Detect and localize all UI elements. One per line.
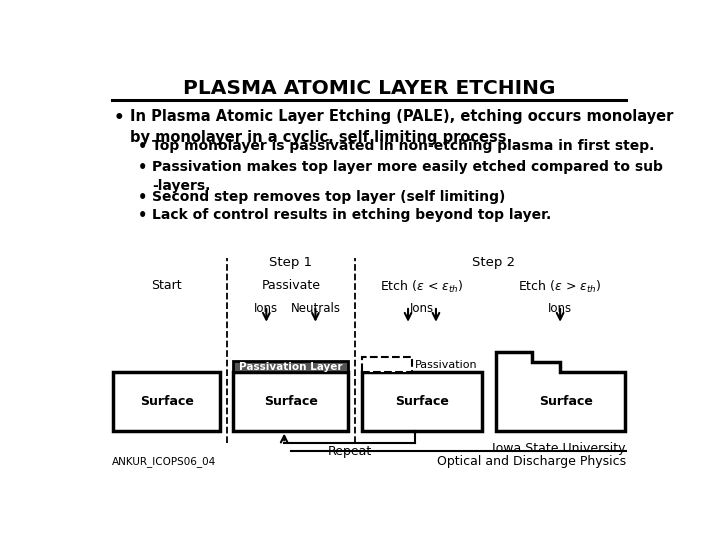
Text: •: • xyxy=(114,109,124,127)
Text: Repeat: Repeat xyxy=(328,446,372,458)
Text: Etch ($\varepsilon$ > $\varepsilon_{th}$): Etch ($\varepsilon$ > $\varepsilon_{th}$… xyxy=(518,279,602,295)
Bar xyxy=(361,357,413,373)
Text: Surface: Surface xyxy=(264,395,318,408)
Bar xyxy=(233,361,348,373)
Text: Second step removes top layer (self limiting): Second step removes top layer (self limi… xyxy=(153,190,506,204)
Text: Neutrals: Neutrals xyxy=(290,302,341,315)
Text: Start: Start xyxy=(151,279,182,292)
Text: Step 1: Step 1 xyxy=(269,256,312,269)
Text: •: • xyxy=(138,139,147,154)
Text: •: • xyxy=(138,160,147,174)
Text: Lack of control results in etching beyond top layer.: Lack of control results in etching beyon… xyxy=(153,208,552,222)
Polygon shape xyxy=(495,352,624,431)
Text: Passivation makes top layer more easily etched compared to sub
-layers.: Passivation makes top layer more easily … xyxy=(153,160,663,193)
Text: Ions: Ions xyxy=(548,302,572,315)
Text: ANKUR_ICOPS06_04: ANKUR_ICOPS06_04 xyxy=(112,456,217,467)
Text: Etch ($\varepsilon$ < $\varepsilon_{th}$): Etch ($\varepsilon$ < $\varepsilon_{th}$… xyxy=(380,279,464,295)
Text: Top monolayer is passivated in non-etching plasma in first step.: Top monolayer is passivated in non-etchi… xyxy=(153,139,655,153)
Text: •: • xyxy=(138,190,147,205)
Bar xyxy=(361,373,482,431)
Text: In Plasma Atomic Layer Etching (PALE), etching occurs monolayer
by monolayer in : In Plasma Atomic Layer Etching (PALE), e… xyxy=(130,109,673,145)
Text: PLASMA ATOMIC LAYER ETCHING: PLASMA ATOMIC LAYER ETCHING xyxy=(183,79,555,98)
Text: Ions: Ions xyxy=(254,302,279,315)
Text: Ions: Ions xyxy=(410,302,434,315)
Text: Passivation: Passivation xyxy=(415,360,478,370)
Text: Iowa State University: Iowa State University xyxy=(492,442,626,455)
Text: •: • xyxy=(138,208,147,223)
Bar xyxy=(233,373,348,431)
Text: Step 2: Step 2 xyxy=(472,256,515,269)
Bar xyxy=(114,373,220,431)
Text: Optical and Discharge Physics: Optical and Discharge Physics xyxy=(436,455,626,468)
Text: Surface: Surface xyxy=(140,395,194,408)
Text: Surface: Surface xyxy=(395,395,449,408)
Text: Passivation Layer: Passivation Layer xyxy=(239,362,343,372)
Text: Passivate: Passivate xyxy=(261,279,320,292)
Text: Surface: Surface xyxy=(539,395,593,408)
